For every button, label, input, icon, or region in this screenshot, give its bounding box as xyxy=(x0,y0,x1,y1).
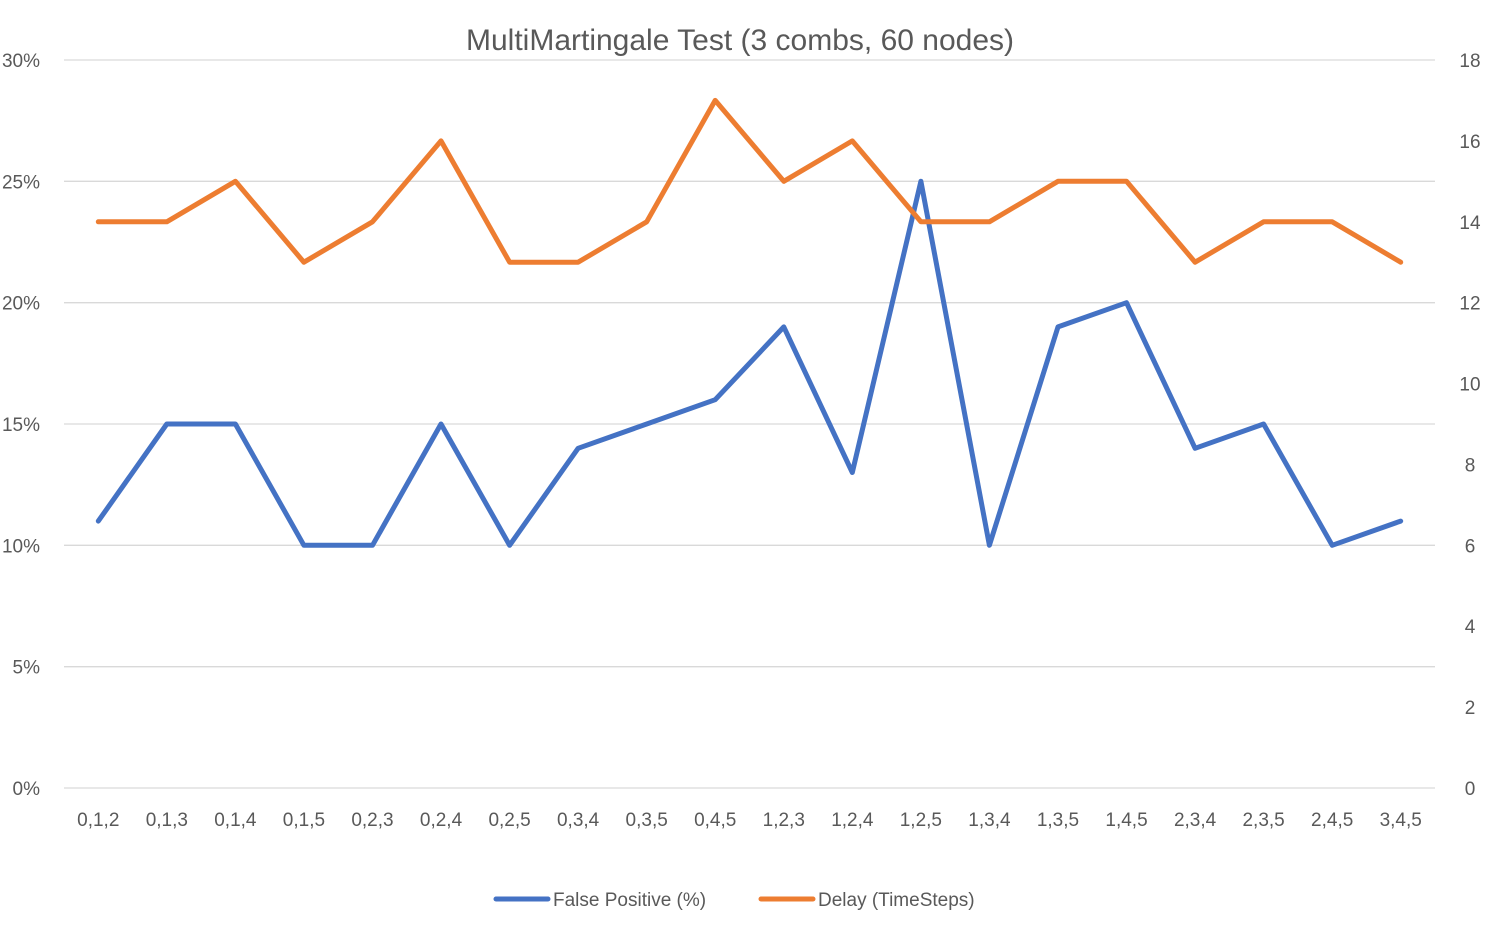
right-y-tick-label: 2 xyxy=(1465,698,1476,719)
x-tick-label: 1,2,4 xyxy=(831,810,874,831)
right-y-tick-label: 0 xyxy=(1465,779,1476,800)
x-tick-label: 2,4,5 xyxy=(1311,810,1353,831)
x-tick-label: 1,2,5 xyxy=(900,810,942,831)
x-tick-label: 3,4,5 xyxy=(1380,810,1422,831)
x-tick-label: 0,1,2 xyxy=(77,810,119,831)
left-y-tick-label: 25% xyxy=(2,172,40,193)
x-tick-label: 0,1,5 xyxy=(283,810,325,831)
left-y-tick-label: 15% xyxy=(2,415,40,436)
right-y-tick-label: 10 xyxy=(1459,375,1480,396)
x-tick-label: 0,1,4 xyxy=(214,810,257,831)
x-axis: 0,1,2 0,1,3 0,1,4 0,1,5 0,2,3 0,2,4 0,2,5 0,3,4… xyxy=(77,810,1422,831)
x-tick-label: 1,3,4 xyxy=(968,810,1011,831)
left-y-axis: 0% 5% 10% 15% 20% 25% 30% xyxy=(2,51,40,800)
left-y-tick-label: 0% xyxy=(13,779,41,800)
x-tick-label: 1,3,5 xyxy=(1037,810,1079,831)
legend: False Positive (%) Delay (TimeSteps) xyxy=(493,890,975,911)
right-y-tick-label: 8 xyxy=(1465,455,1476,476)
legend-label-delay: Delay (TimeSteps) xyxy=(818,890,975,911)
right-y-tick-label: 16 xyxy=(1459,132,1480,153)
right-y-tick-label: 4 xyxy=(1465,617,1476,638)
right-y-tick-label: 18 xyxy=(1459,51,1480,72)
series-line-delay xyxy=(95,97,1404,265)
x-tick-label: 2,3,5 xyxy=(1242,810,1284,831)
right-y-axis: 0 2 4 6 8 10 12 14 16 18 xyxy=(1459,51,1481,800)
series-lines xyxy=(95,97,1404,548)
chart-title: MultiMartingale Test (3 combs, 60 nodes) xyxy=(466,24,1014,57)
left-y-tick-label: 10% xyxy=(2,536,40,557)
x-tick-label: 0,4,5 xyxy=(694,810,736,831)
right-y-tick-label: 14 xyxy=(1459,213,1481,234)
x-tick-label: 1,4,5 xyxy=(1105,810,1147,831)
x-tick-label: 0,2,4 xyxy=(420,810,463,831)
x-tick-label: 2,3,4 xyxy=(1174,810,1217,831)
series-line-false-positive xyxy=(95,178,1404,548)
x-tick-label: 0,2,5 xyxy=(488,810,530,831)
x-tick-label: 1,2,3 xyxy=(763,810,805,831)
x-tick-label: 0,1,3 xyxy=(146,810,188,831)
legend-label-false-positive: False Positive (%) xyxy=(553,890,706,911)
right-y-tick-label: 6 xyxy=(1465,536,1476,557)
left-y-tick-label: 30% xyxy=(2,51,40,72)
x-tick-label: 0,3,4 xyxy=(557,810,600,831)
left-y-tick-label: 5% xyxy=(13,658,41,679)
x-tick-label: 0,3,5 xyxy=(626,810,668,831)
right-y-tick-label: 12 xyxy=(1459,294,1480,315)
gridlines xyxy=(64,59,1435,789)
left-y-tick-label: 20% xyxy=(2,294,40,315)
x-tick-label: 0,2,3 xyxy=(351,810,393,831)
